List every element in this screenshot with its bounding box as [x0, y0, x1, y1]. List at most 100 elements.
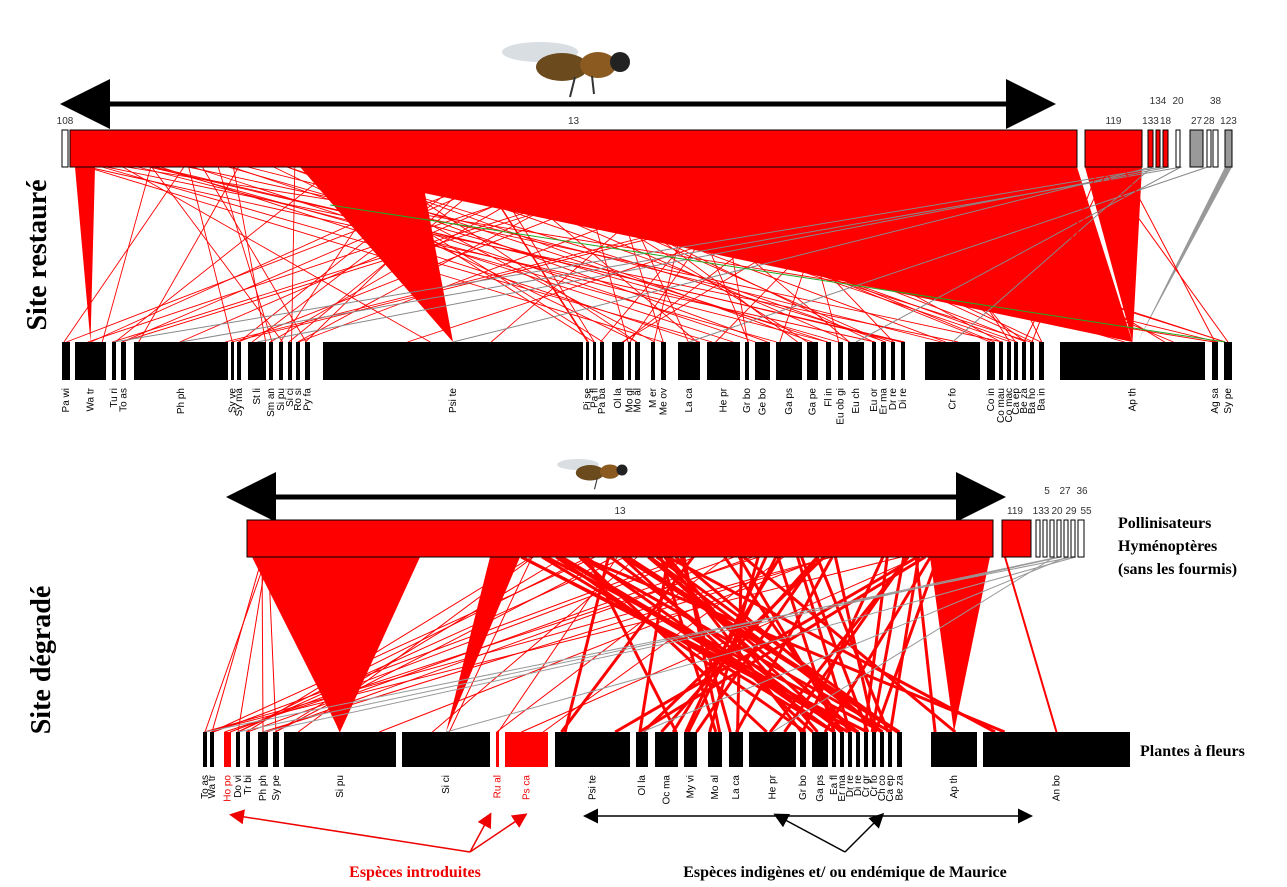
link [801, 556, 885, 733]
plant-block [745, 342, 749, 380]
plant-block [1030, 342, 1034, 380]
pollinator-block [1056, 519, 1062, 558]
plant-block [248, 342, 266, 380]
link [815, 556, 890, 733]
plant-label: Er ma [837, 775, 848, 802]
plant-label: Ga ps [784, 388, 795, 415]
link [305, 166, 486, 343]
plant-label: Pa ba [597, 388, 608, 415]
plant-block [708, 732, 722, 767]
plant-label: Si ci [285, 388, 296, 407]
plant-block [75, 342, 106, 380]
plant-label: Ro si [293, 388, 304, 411]
legend-label: Pollinisateurs [1118, 515, 1211, 532]
pollinator-label: 29 [1065, 506, 1077, 517]
link [204, 556, 268, 733]
plant-block [891, 342, 895, 380]
link [622, 166, 915, 343]
bee-icon [502, 42, 630, 98]
plant-block [636, 732, 648, 767]
pollinator-block [1175, 129, 1181, 168]
link [888, 556, 921, 733]
link [667, 555, 996, 734]
link [113, 166, 1163, 343]
plant-block [651, 342, 655, 380]
link [407, 166, 940, 343]
plant-block [872, 342, 876, 380]
plant-block [864, 732, 868, 767]
link [262, 556, 1061, 733]
plant-block [258, 732, 268, 767]
plant-label: Psi te [588, 775, 599, 800]
plant-block [323, 342, 583, 380]
plant-block [1224, 342, 1232, 380]
plant-label: Me ov [659, 388, 670, 415]
link [735, 556, 834, 733]
link [791, 166, 840, 343]
pollinator-label: 36 [1076, 486, 1088, 497]
link [261, 556, 264, 733]
plant-block [628, 342, 631, 380]
pollinator-label: 134 [1150, 96, 1167, 107]
plant-block [231, 342, 234, 380]
plant-block [279, 342, 283, 380]
plant-block [496, 732, 499, 767]
legend-label: (sans les fourmis) [1118, 561, 1237, 578]
link [237, 556, 589, 733]
plant-block [880, 732, 884, 767]
link [520, 555, 869, 734]
pollinator-label: 119 [1007, 506, 1023, 517]
plant-block [134, 342, 228, 380]
pollinator-block [1212, 129, 1219, 168]
plant-label: Ag sa [1210, 388, 1221, 414]
plant-label: Ru al [493, 775, 504, 798]
plant-label: To as [200, 775, 211, 799]
link [270, 166, 573, 343]
plant-block [707, 342, 740, 380]
legend-arrows [229, 808, 1033, 853]
plant-label: Co mau [996, 388, 1007, 423]
link [101, 166, 152, 343]
plant-label: Wa tr [86, 387, 97, 411]
link [1137, 167, 1232, 342]
plant-block [755, 342, 770, 380]
link [273, 166, 638, 343]
link [531, 166, 1125, 343]
link [217, 166, 273, 343]
pollinator-label: 18 [1160, 116, 1172, 127]
plant-label: Ca ep [1011, 388, 1022, 415]
plant-block [678, 342, 700, 380]
plant-block [505, 732, 548, 767]
plant-label: Ea fl [829, 775, 840, 795]
legend-native: Espèces indigènes et/ ou endémique de Ma… [683, 864, 1007, 881]
plant-label: Sy ma [234, 388, 245, 417]
plant-block [776, 342, 802, 380]
pollinator-label: 13 [614, 506, 626, 517]
plant-label: Ol la [613, 388, 624, 409]
link [231, 166, 756, 343]
plant-block [593, 342, 596, 380]
plant-block [897, 732, 902, 767]
plant-block [807, 342, 818, 380]
link [1101, 166, 1229, 343]
plant-block [749, 732, 796, 767]
link [545, 555, 884, 734]
link [855, 166, 1182, 343]
plant-block [826, 342, 831, 380]
plant-label: La ca [684, 388, 695, 413]
plant-block [1022, 342, 1026, 380]
plant-label: Ch co [877, 775, 888, 802]
plant-label: Eu ob gi [836, 388, 847, 425]
plant-block [635, 342, 640, 380]
legend-label: Plantes à fleurs [1140, 743, 1245, 760]
pollinator-label: 27 [1191, 116, 1203, 127]
plant-label: Do vi [233, 775, 244, 798]
link [267, 556, 277, 733]
pollinator-label: 108 [57, 116, 74, 127]
link [641, 556, 1068, 733]
link [688, 166, 1208, 343]
link [275, 556, 565, 733]
link [122, 166, 431, 343]
plant-block [246, 732, 250, 767]
plant-block [856, 732, 860, 767]
